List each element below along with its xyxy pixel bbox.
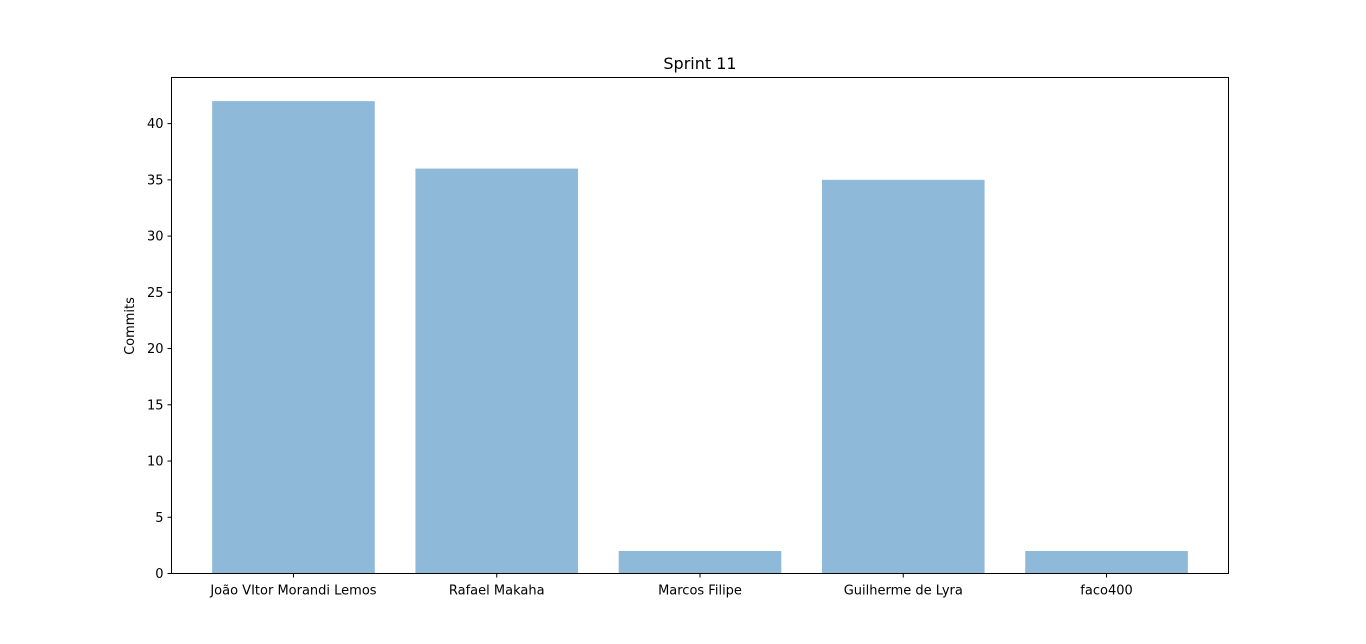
y-tick-label: 35: [147, 173, 164, 188]
bars-group: [212, 101, 1188, 574]
bar: [212, 101, 375, 574]
y-axis-label: Commits: [123, 297, 138, 355]
y-tick-label: 5: [155, 511, 163, 526]
y-tick-label: 0: [155, 567, 163, 582]
y-tick-label: 20: [147, 342, 164, 357]
bar: [821, 179, 985, 574]
x-tick-label: Rafael Makaha: [449, 584, 545, 599]
x-tick-label: faco400: [1080, 584, 1132, 599]
y-axis: 0 5 10 15 20 25 30 35 40: [147, 117, 172, 582]
x-tick-label: João VItor Morandi Lemos: [209, 584, 376, 599]
chart-title: Sprint 11: [663, 54, 736, 73]
x-tick-label: Marcos Filipe: [658, 584, 742, 599]
y-tick-label: 40: [147, 117, 164, 132]
bar: [415, 168, 579, 574]
y-tick-label: 10: [147, 455, 164, 470]
plot-frame: [171, 77, 1229, 574]
x-tick-label: Guilherme de Lyra: [844, 584, 963, 599]
bar: [618, 551, 782, 574]
y-tick-label: 30: [147, 230, 164, 245]
y-tick-label: 15: [147, 398, 164, 413]
y-tick-label: 25: [147, 286, 164, 301]
bar: [1025, 551, 1188, 574]
x-axis: João VItor Morandi Lemos Rafael Makaha Mar…: [209, 573, 1133, 599]
